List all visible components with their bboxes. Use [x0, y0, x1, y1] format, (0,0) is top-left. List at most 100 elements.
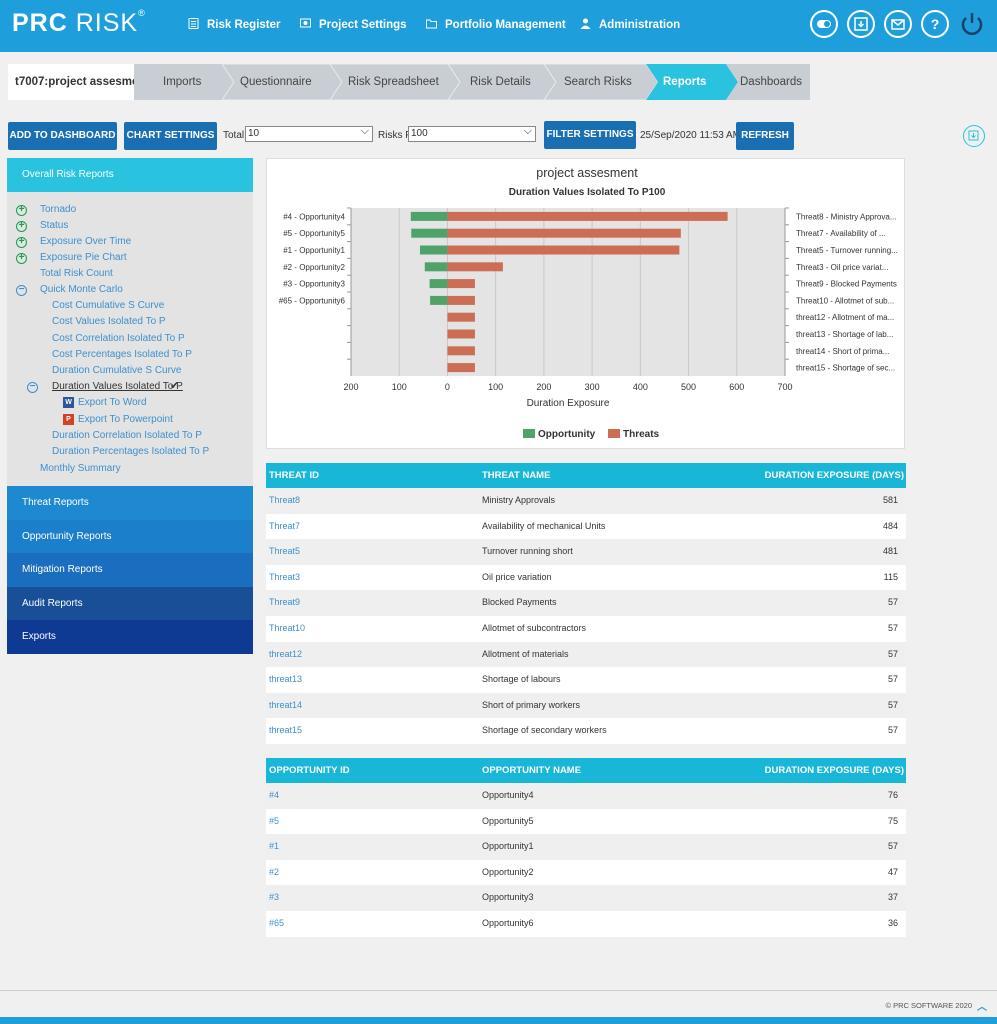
step-imports[interactable]: Imports	[163, 76, 202, 88]
expand-icon[interactable]: +	[16, 237, 27, 248]
sidebar-item-exposure-over-time[interactable]: Exposure Over Time	[40, 236, 132, 247]
nav-project-settings[interactable]: Project Settings	[300, 18, 407, 31]
x-tick-label: 100	[392, 382, 407, 392]
step-dashboards[interactable]: Dashboards	[740, 76, 803, 88]
col-threat-name[interactable]: THREAT NAME	[482, 470, 551, 481]
id-cell[interactable]: Threat3	[269, 571, 301, 582]
sidebar-item-cost-values[interactable]: Cost Values Isolated To P	[52, 316, 166, 327]
overall-risk-reports-header[interactable]: Overall Risk Reports	[7, 158, 253, 192]
toggle-icon[interactable]	[810, 10, 838, 38]
sidebar-item-cost-percentages[interactable]: Cost Percentages Isolated To P	[52, 349, 192, 360]
filter-settings-button[interactable]: FILTER SETTINGS	[544, 121, 636, 149]
name-cell: Opportunity1	[482, 841, 534, 852]
legend-label[interactable]: Threats	[623, 429, 660, 440]
bar-threats[interactable]	[447, 346, 475, 356]
add-to-dashboard-button[interactable]: ADD TO DASHBOARD	[8, 122, 117, 150]
bar-opportunity[interactable]	[410, 211, 448, 221]
expand-icon[interactable]: +	[16, 253, 27, 264]
id-cell[interactable]: #65	[269, 917, 285, 928]
bar-opportunity[interactable]	[430, 295, 448, 305]
bar-opportunity[interactable]	[424, 262, 448, 272]
step-questionnaire[interactable]: Questionnaire	[240, 76, 312, 88]
id-cell[interactable]: Threat5	[269, 546, 301, 557]
expand-icon[interactable]: +	[16, 205, 27, 216]
legend-label[interactable]: Opportunity	[538, 429, 596, 440]
total-label: Total	[223, 130, 245, 141]
id-cell[interactable]: threat15	[269, 725, 303, 736]
step-risk-spreadsheet[interactable]: Risk Spreadsheet	[348, 76, 439, 88]
id-cell[interactable]: #4	[269, 790, 280, 800]
id-cell[interactable]: #5	[269, 815, 280, 826]
bar-threats[interactable]	[447, 312, 475, 322]
sidebar-item-status[interactable]: Status	[40, 220, 69, 231]
step-risk-details[interactable]: Risk Details	[470, 76, 531, 88]
refresh-button[interactable]: REFRESH	[736, 122, 794, 150]
sidebar-item-duration-cumulative[interactable]: Duration Cumulative S Curve	[52, 365, 182, 376]
bar-threats[interactable]	[447, 363, 475, 373]
collapse-icon[interactable]: −	[16, 285, 27, 296]
sidebar-threat-reports[interactable]: Threat Reports	[7, 486, 253, 520]
sidebar-item-duration-values[interactable]: Duration Values Isolated To P	[52, 381, 183, 392]
id-cell[interactable]: Threat10	[269, 622, 306, 633]
nav-risk-register[interactable]: Risk Register	[188, 18, 281, 31]
risks-select[interactable]: 100	[408, 124, 536, 142]
legend-swatch[interactable]	[523, 429, 535, 438]
sidebar-item-export-powerpoint[interactable]: Export To Powerpoint	[78, 414, 173, 425]
bar-threats[interactable]	[447, 329, 475, 339]
sidebar-item-exposure-pie-chart[interactable]: Exposure Pie Chart	[40, 252, 127, 263]
sidebar-exports[interactable]: Exports	[7, 620, 253, 654]
settings-icon	[300, 18, 311, 29]
col-duration-exposure[interactable]: DURATION EXPOSURE (DAYS)	[764, 765, 904, 776]
bar-threats[interactable]	[447, 228, 681, 238]
sidebar-item-duration-correlation[interactable]: Duration Correlation Isolated To P	[52, 430, 202, 441]
bar-threats[interactable]	[447, 211, 728, 221]
bar-opportunity[interactable]	[429, 279, 448, 289]
expand-icon[interactable]: +	[16, 221, 27, 232]
id-cell[interactable]: #2	[269, 866, 280, 877]
sidebar-item-duration-percentages[interactable]: Duration Percentages Isolated To P	[52, 446, 210, 457]
id-cell[interactable]: Threat8	[269, 495, 301, 505]
col-opportunity-name[interactable]: OPPORTUNITY NAME	[482, 765, 582, 776]
nav-administration[interactable]: Administration	[580, 18, 680, 31]
chart-settings-button[interactable]: CHART SETTINGS	[124, 122, 217, 150]
bar-threats[interactable]	[447, 279, 475, 289]
sidebar-mitigation-reports[interactable]: Mitigation Reports	[7, 553, 253, 587]
bar-opportunity[interactable]	[411, 228, 448, 238]
sidebar-audit-reports[interactable]: Audit Reports	[7, 586, 253, 621]
step-search-risks[interactable]: Search Risks	[564, 76, 632, 88]
breadcrumb-steps	[134, 64, 810, 100]
id-cell[interactable]: threat14	[269, 699, 303, 710]
id-cell[interactable]: Threat9	[269, 597, 301, 608]
col-threat-id[interactable]: THREAT ID	[269, 470, 319, 481]
bar-opportunity[interactable]	[419, 245, 448, 255]
power-icon[interactable]	[958, 10, 986, 38]
id-cell[interactable]: threat13	[269, 674, 303, 685]
sidebar-item-monthly-summary[interactable]: Monthly Summary	[40, 463, 121, 474]
bar-threats[interactable]	[447, 295, 475, 305]
col-opportunity-id[interactable]: OPPORTUNITY ID	[269, 765, 350, 776]
sidebar-item-tornado[interactable]: Tornado	[40, 204, 77, 215]
mail-icon[interactable]	[884, 10, 912, 38]
sidebar-item-cost-cumulative[interactable]: Cost Cumulative S Curve	[52, 300, 165, 311]
id-cell[interactable]: threat12	[269, 648, 303, 659]
help-icon[interactable]: ?	[921, 10, 949, 38]
sidebar-item-cost-correlation[interactable]: Cost Correlation Isolated To P	[52, 333, 185, 344]
collapse-icon[interactable]: −	[27, 382, 38, 393]
scroll-up-icon[interactable]: ︿	[977, 1002, 987, 1013]
id-cell[interactable]: #1	[269, 841, 280, 852]
download-icon[interactable]	[847, 10, 875, 38]
sidebar-item-total-risk-count[interactable]: Total Risk Count	[40, 268, 113, 279]
sidebar-opportunity-reports[interactable]: Opportunity Reports	[7, 519, 253, 554]
bar-threats[interactable]	[447, 262, 503, 272]
id-cell[interactable]: Threat7	[269, 520, 301, 531]
col-duration-exposure[interactable]: DURATION EXPOSURE (DAYS)	[764, 470, 904, 481]
total-select[interactable]: 10	[245, 124, 373, 142]
id-cell[interactable]: #3	[269, 892, 280, 903]
sidebar-item-quick-monte-carlo[interactable]: Quick Monte Carlo	[40, 284, 123, 295]
sidebar-item-export-word[interactable]: Export To Word	[78, 397, 147, 408]
step-reports[interactable]: Reports	[663, 76, 707, 88]
legend-swatch[interactable]	[608, 429, 620, 438]
nav-portfolio-management[interactable]: Portfolio Management	[426, 18, 566, 31]
export-icon[interactable]	[963, 125, 985, 147]
bar-threats[interactable]	[447, 245, 680, 255]
